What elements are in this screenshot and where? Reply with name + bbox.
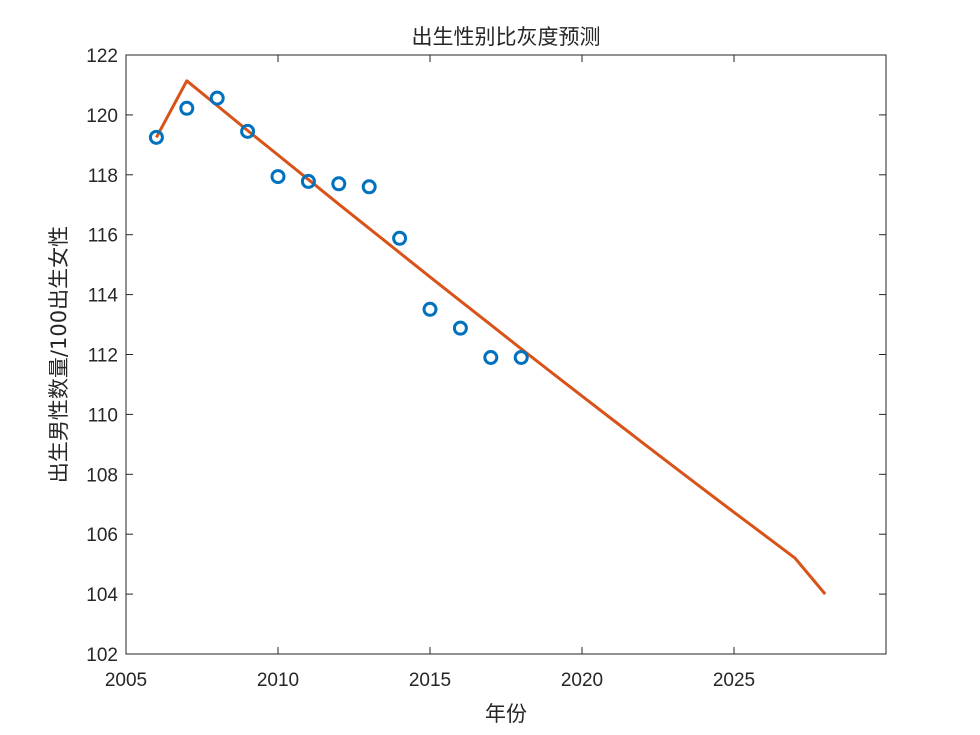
y-tick-label: 120 <box>86 106 118 127</box>
data-point <box>452 320 468 336</box>
x-tick-label: 2020 <box>561 670 603 691</box>
data-point <box>209 90 225 106</box>
y-tick-label: 110 <box>88 405 118 426</box>
y-tick-label: 112 <box>88 346 118 367</box>
y-tick-label: 122 <box>86 46 118 67</box>
data-point <box>392 230 408 246</box>
series-layer <box>148 79 827 596</box>
y-tick-label: 102 <box>86 645 118 666</box>
data-point <box>422 301 438 317</box>
data-point <box>331 176 347 192</box>
y-tick-label: 118 <box>88 166 118 187</box>
series-line-forecast <box>155 79 827 596</box>
x-tick-label: 2025 <box>713 670 755 691</box>
y-axis-label: 出生男性数量/100出生女性 <box>47 226 71 483</box>
y-tick-label: 106 <box>86 525 118 546</box>
plot-area <box>126 55 886 654</box>
y-tick-label: 116 <box>88 226 118 247</box>
y-tick-label: 114 <box>88 286 119 307</box>
data-point <box>300 173 316 189</box>
data-point <box>240 123 256 139</box>
y-tick-label: 104 <box>86 585 118 606</box>
data-point <box>361 179 377 195</box>
data-point <box>513 349 529 365</box>
x-axis: 2005 2010 2015 2020 2025 <box>105 55 755 691</box>
data-point <box>483 349 499 365</box>
x-axis-label: 年份 <box>485 702 527 726</box>
x-tick-label: 2010 <box>257 670 299 691</box>
data-point <box>270 169 286 185</box>
data-point <box>179 100 195 116</box>
y-axis: 102 104 106 108 110 112 114 116 118 120 122 <box>86 46 886 666</box>
y-tick-label: 108 <box>86 465 118 486</box>
x-tick-label: 2005 <box>105 670 147 691</box>
data-point <box>148 129 164 145</box>
chart-title: 出生性别比灰度预测 <box>412 25 601 49</box>
x-tick-label: 2015 <box>409 670 451 691</box>
